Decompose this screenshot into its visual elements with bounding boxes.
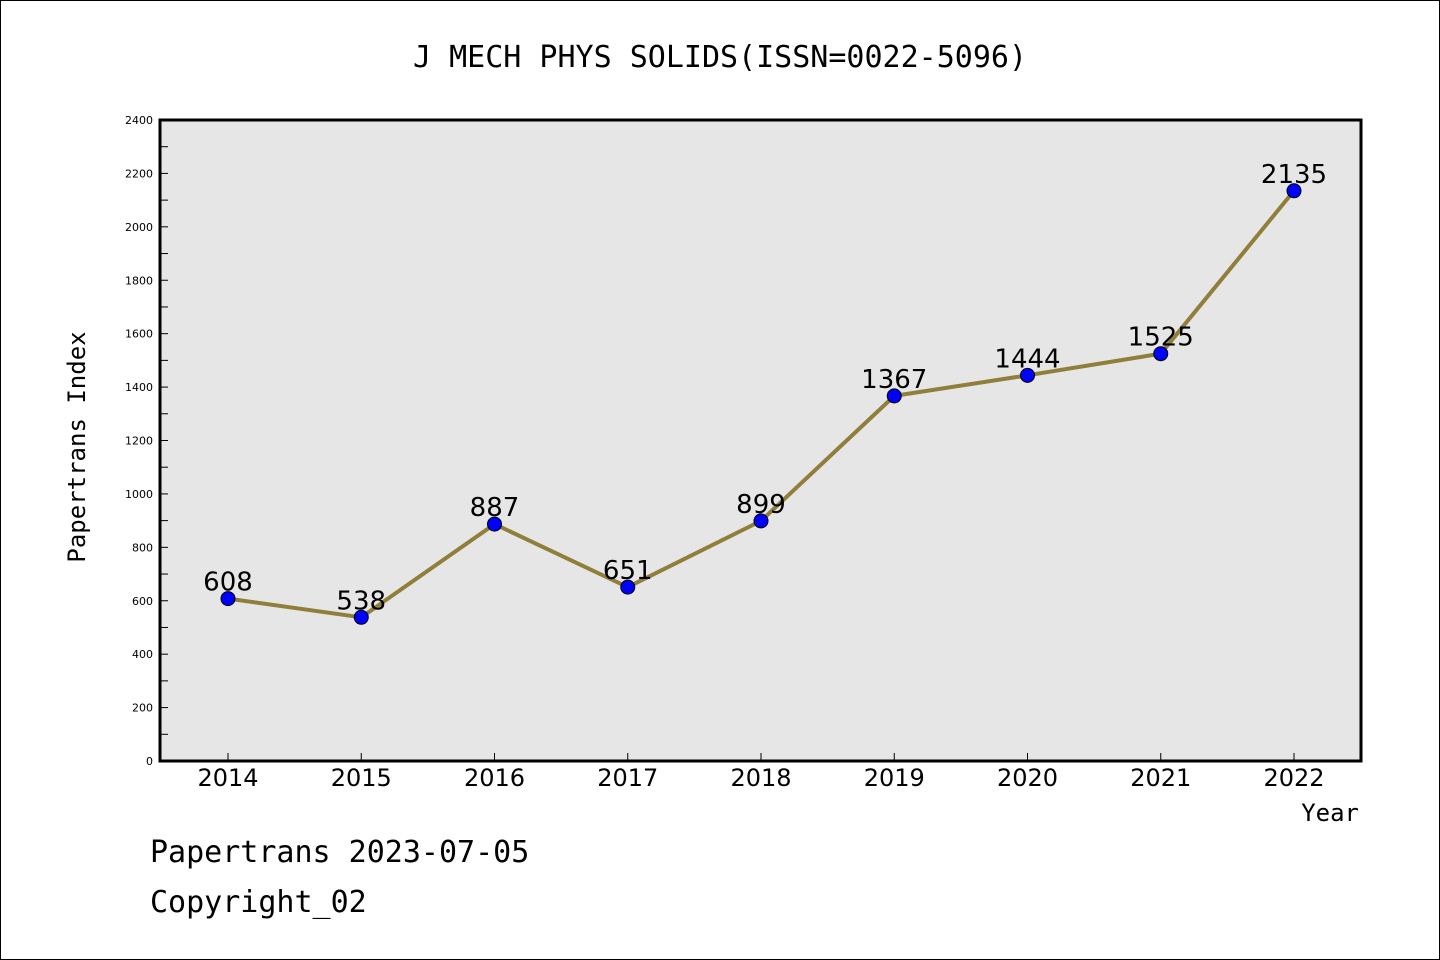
data-point [620, 579, 636, 595]
y-tick-label: 400 [132, 648, 153, 661]
y-tick-label: 600 [132, 595, 153, 608]
y-axis: 0 200 400 600 800 1000 1200 1400 1600 1800 2000 220… [125, 114, 168, 768]
data-label: 2135 [1261, 160, 1327, 190]
data-point [1286, 183, 1302, 199]
x-axis-label: Year [1301, 799, 1359, 827]
data-point [487, 516, 502, 532]
x-tick-label: 2021 [1130, 764, 1191, 792]
y-tick-label: 1200 [125, 435, 153, 448]
data-label: 608 [203, 568, 253, 598]
data-label: 1525 [1128, 323, 1194, 353]
y-tick-label: 1000 [125, 488, 153, 501]
data-point [353, 609, 369, 625]
data-label: 899 [736, 490, 786, 520]
y-axis-label: Papertrans Index [63, 331, 91, 562]
data-point [220, 591, 236, 607]
data-labels: 608 538 887 651 899 1367 1444 1525 2135 [203, 160, 1327, 617]
x-tick-label: 2016 [464, 764, 525, 792]
chart-title: J MECH PHYS SOLIDS(ISSN=0022-5096) [413, 40, 1027, 75]
y-tick-label: 2200 [125, 167, 153, 180]
data-point [1020, 367, 1035, 383]
y-tick-label: 0 [146, 755, 153, 768]
y-tick-label: 2000 [125, 221, 153, 234]
y-tick-label: 2400 [125, 114, 153, 127]
data-label: 651 [603, 556, 653, 586]
x-tick-label: 2015 [331, 764, 392, 792]
x-tick-label: 2019 [864, 764, 925, 792]
y-tick-label: 1800 [125, 274, 153, 287]
data-label: 1367 [861, 365, 927, 395]
x-tick-label: 2017 [597, 764, 658, 792]
data-label: 538 [336, 586, 386, 616]
data-label: 1444 [994, 344, 1060, 374]
y-tick-label: 200 [132, 702, 153, 715]
y-tick-label: 1400 [125, 381, 153, 394]
data-point [1153, 346, 1169, 362]
series-markers [220, 183, 1302, 625]
footer-date: Papertrans 2023-07-05 [150, 835, 530, 870]
x-tick-label: 2014 [197, 764, 258, 792]
footer-copyright: Copyright_02 [150, 885, 367, 920]
y-tick-label: 800 [132, 541, 153, 554]
x-axis: 2014 2015 2016 2017 2018 2019 2020 2021 2022 [197, 753, 1325, 792]
data-point [886, 388, 902, 404]
data-point [753, 513, 769, 529]
data-label: 887 [470, 493, 520, 523]
x-tick-label: 2022 [1263, 764, 1324, 792]
y-tick-label: 1600 [125, 328, 153, 341]
x-tick-label: 2020 [997, 764, 1058, 792]
x-tick-label: 2018 [730, 764, 791, 792]
plot-area [158, 118, 1363, 763]
